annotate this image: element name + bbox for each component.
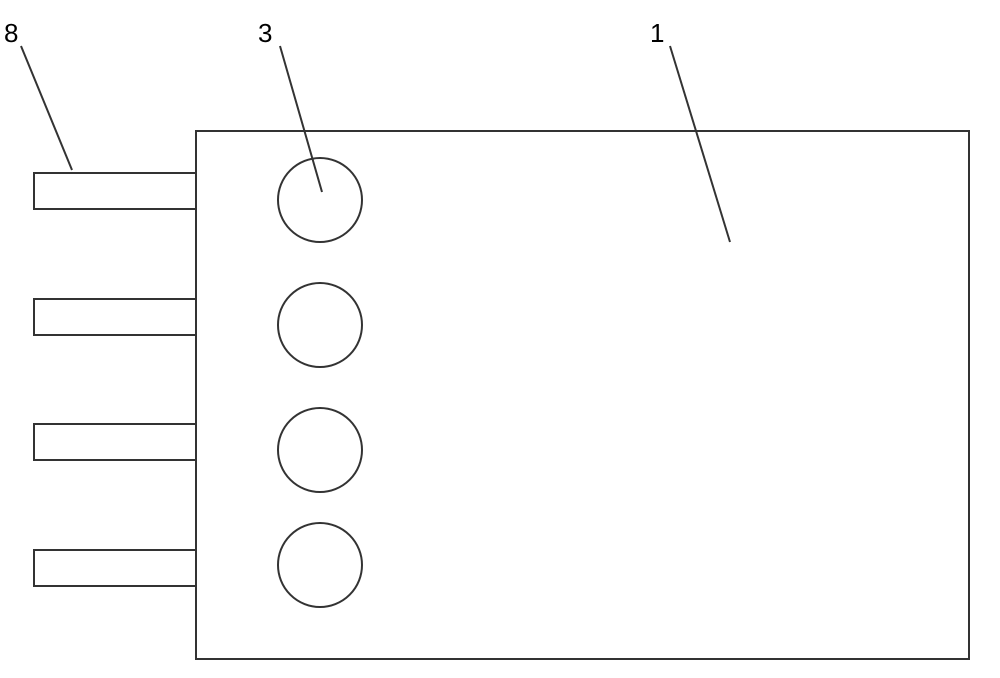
- leader-8: [21, 46, 72, 170]
- label-1: 1: [650, 20, 664, 46]
- tab-3: [33, 423, 195, 461]
- diagram-container: 8 3 1: [0, 0, 1000, 678]
- tab-1: [33, 172, 195, 210]
- circle-4: [277, 522, 363, 608]
- circle-3: [277, 407, 363, 493]
- label-3: 3: [258, 20, 272, 46]
- circle-1: [277, 157, 363, 243]
- label-8: 8: [4, 20, 18, 46]
- circle-2: [277, 282, 363, 368]
- tab-2: [33, 298, 195, 336]
- tab-4: [33, 549, 195, 587]
